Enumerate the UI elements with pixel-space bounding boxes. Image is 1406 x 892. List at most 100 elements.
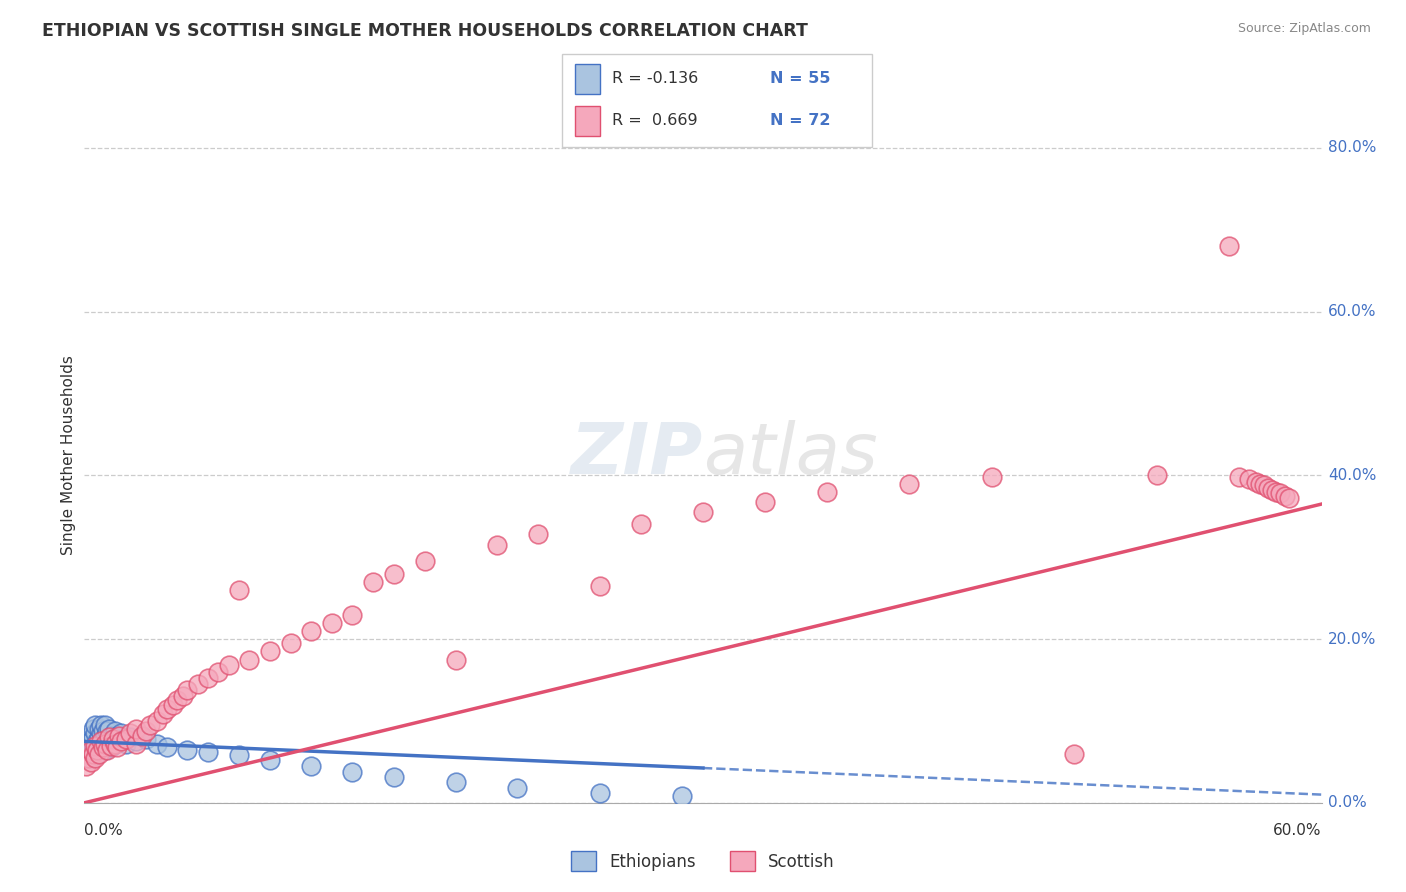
Point [87,722,110,736]
Legend: Ethiopians, Scottish: Ethiopians, Scottish [565,845,841,878]
Point [83,726,105,740]
Point [82,722,104,736]
Point [259,644,281,658]
Point [91,734,114,748]
Point [83,739,105,753]
Point [754,494,776,508]
Point [96,742,118,756]
Point [100,740,122,755]
Point [1063,747,1085,761]
Point [361,574,384,589]
Point [94,718,117,732]
Point [87,742,110,756]
Text: N = 72: N = 72 [769,113,830,128]
Point [815,484,838,499]
Point [104,737,127,751]
Point [114,737,136,751]
Point [86,734,108,748]
Point [135,731,157,746]
Point [485,538,508,552]
Point [197,745,219,759]
Point [1218,239,1240,253]
Text: Source: ZipAtlas.com: Source: ZipAtlas.com [1237,22,1371,36]
Point [321,615,343,630]
Point [692,505,714,519]
Point [238,652,260,666]
Text: 0.0%: 0.0% [1327,796,1367,810]
Point [589,579,612,593]
Point [75,759,97,773]
Point [125,722,148,736]
Point [162,698,184,712]
Text: 20.0%: 20.0% [1327,632,1376,647]
Point [82,731,104,745]
Point [96,739,118,753]
Point [83,751,105,765]
Text: 60.0%: 60.0% [1274,823,1322,838]
Point [114,731,136,746]
Point [104,723,127,738]
Point [82,747,104,761]
Point [1239,473,1261,487]
Point [1270,486,1292,500]
Point [589,786,612,800]
Text: R = -0.136: R = -0.136 [612,71,699,87]
Point [299,624,322,638]
Text: 80.0%: 80.0% [1327,140,1376,155]
Point [156,701,179,715]
Point [90,718,112,732]
Text: ETHIOPIAN VS SCOTTISH SINGLE MOTHER HOUSEHOLDS CORRELATION CHART: ETHIOPIAN VS SCOTTISH SINGLE MOTHER HOUS… [42,22,808,40]
Point [166,693,188,707]
Point [1253,478,1275,492]
FancyBboxPatch shape [562,54,872,147]
Point [1257,481,1279,495]
Point [90,726,112,740]
Point [342,607,364,622]
Point [105,729,128,743]
Point [506,780,529,795]
Point [218,658,240,673]
Point [98,731,121,745]
Point [87,747,110,761]
Point [145,714,167,728]
Point [110,734,132,748]
Point [1244,475,1267,489]
Point [299,759,322,773]
Point [156,740,179,755]
Point [83,718,105,732]
Point [87,731,110,745]
Point [100,739,122,753]
Text: 60.0%: 60.0% [1327,304,1376,319]
Point [382,566,405,581]
Point [1274,489,1296,503]
Point [228,582,250,597]
Point [108,734,131,748]
Point [382,770,405,784]
Bar [575,106,599,136]
Point [1278,491,1301,506]
Text: R =  0.669: R = 0.669 [612,113,697,128]
Point [527,527,550,541]
Point [79,742,101,756]
Point [980,470,1002,484]
Y-axis label: Single Mother Households: Single Mother Households [60,355,76,555]
Point [444,775,467,789]
Point [172,690,194,704]
Point [103,731,125,746]
Point [413,554,436,568]
Point [86,742,108,756]
Point [131,729,153,743]
Point [96,723,118,738]
Point [77,751,100,765]
Point [131,729,153,743]
Point [90,734,112,748]
Text: 40.0%: 40.0% [1327,468,1376,483]
Point [1146,468,1168,483]
Point [103,731,125,746]
Point [110,726,132,740]
Bar [575,64,599,94]
Point [176,682,198,697]
Point [342,764,364,779]
Point [176,742,198,756]
Point [82,742,104,756]
